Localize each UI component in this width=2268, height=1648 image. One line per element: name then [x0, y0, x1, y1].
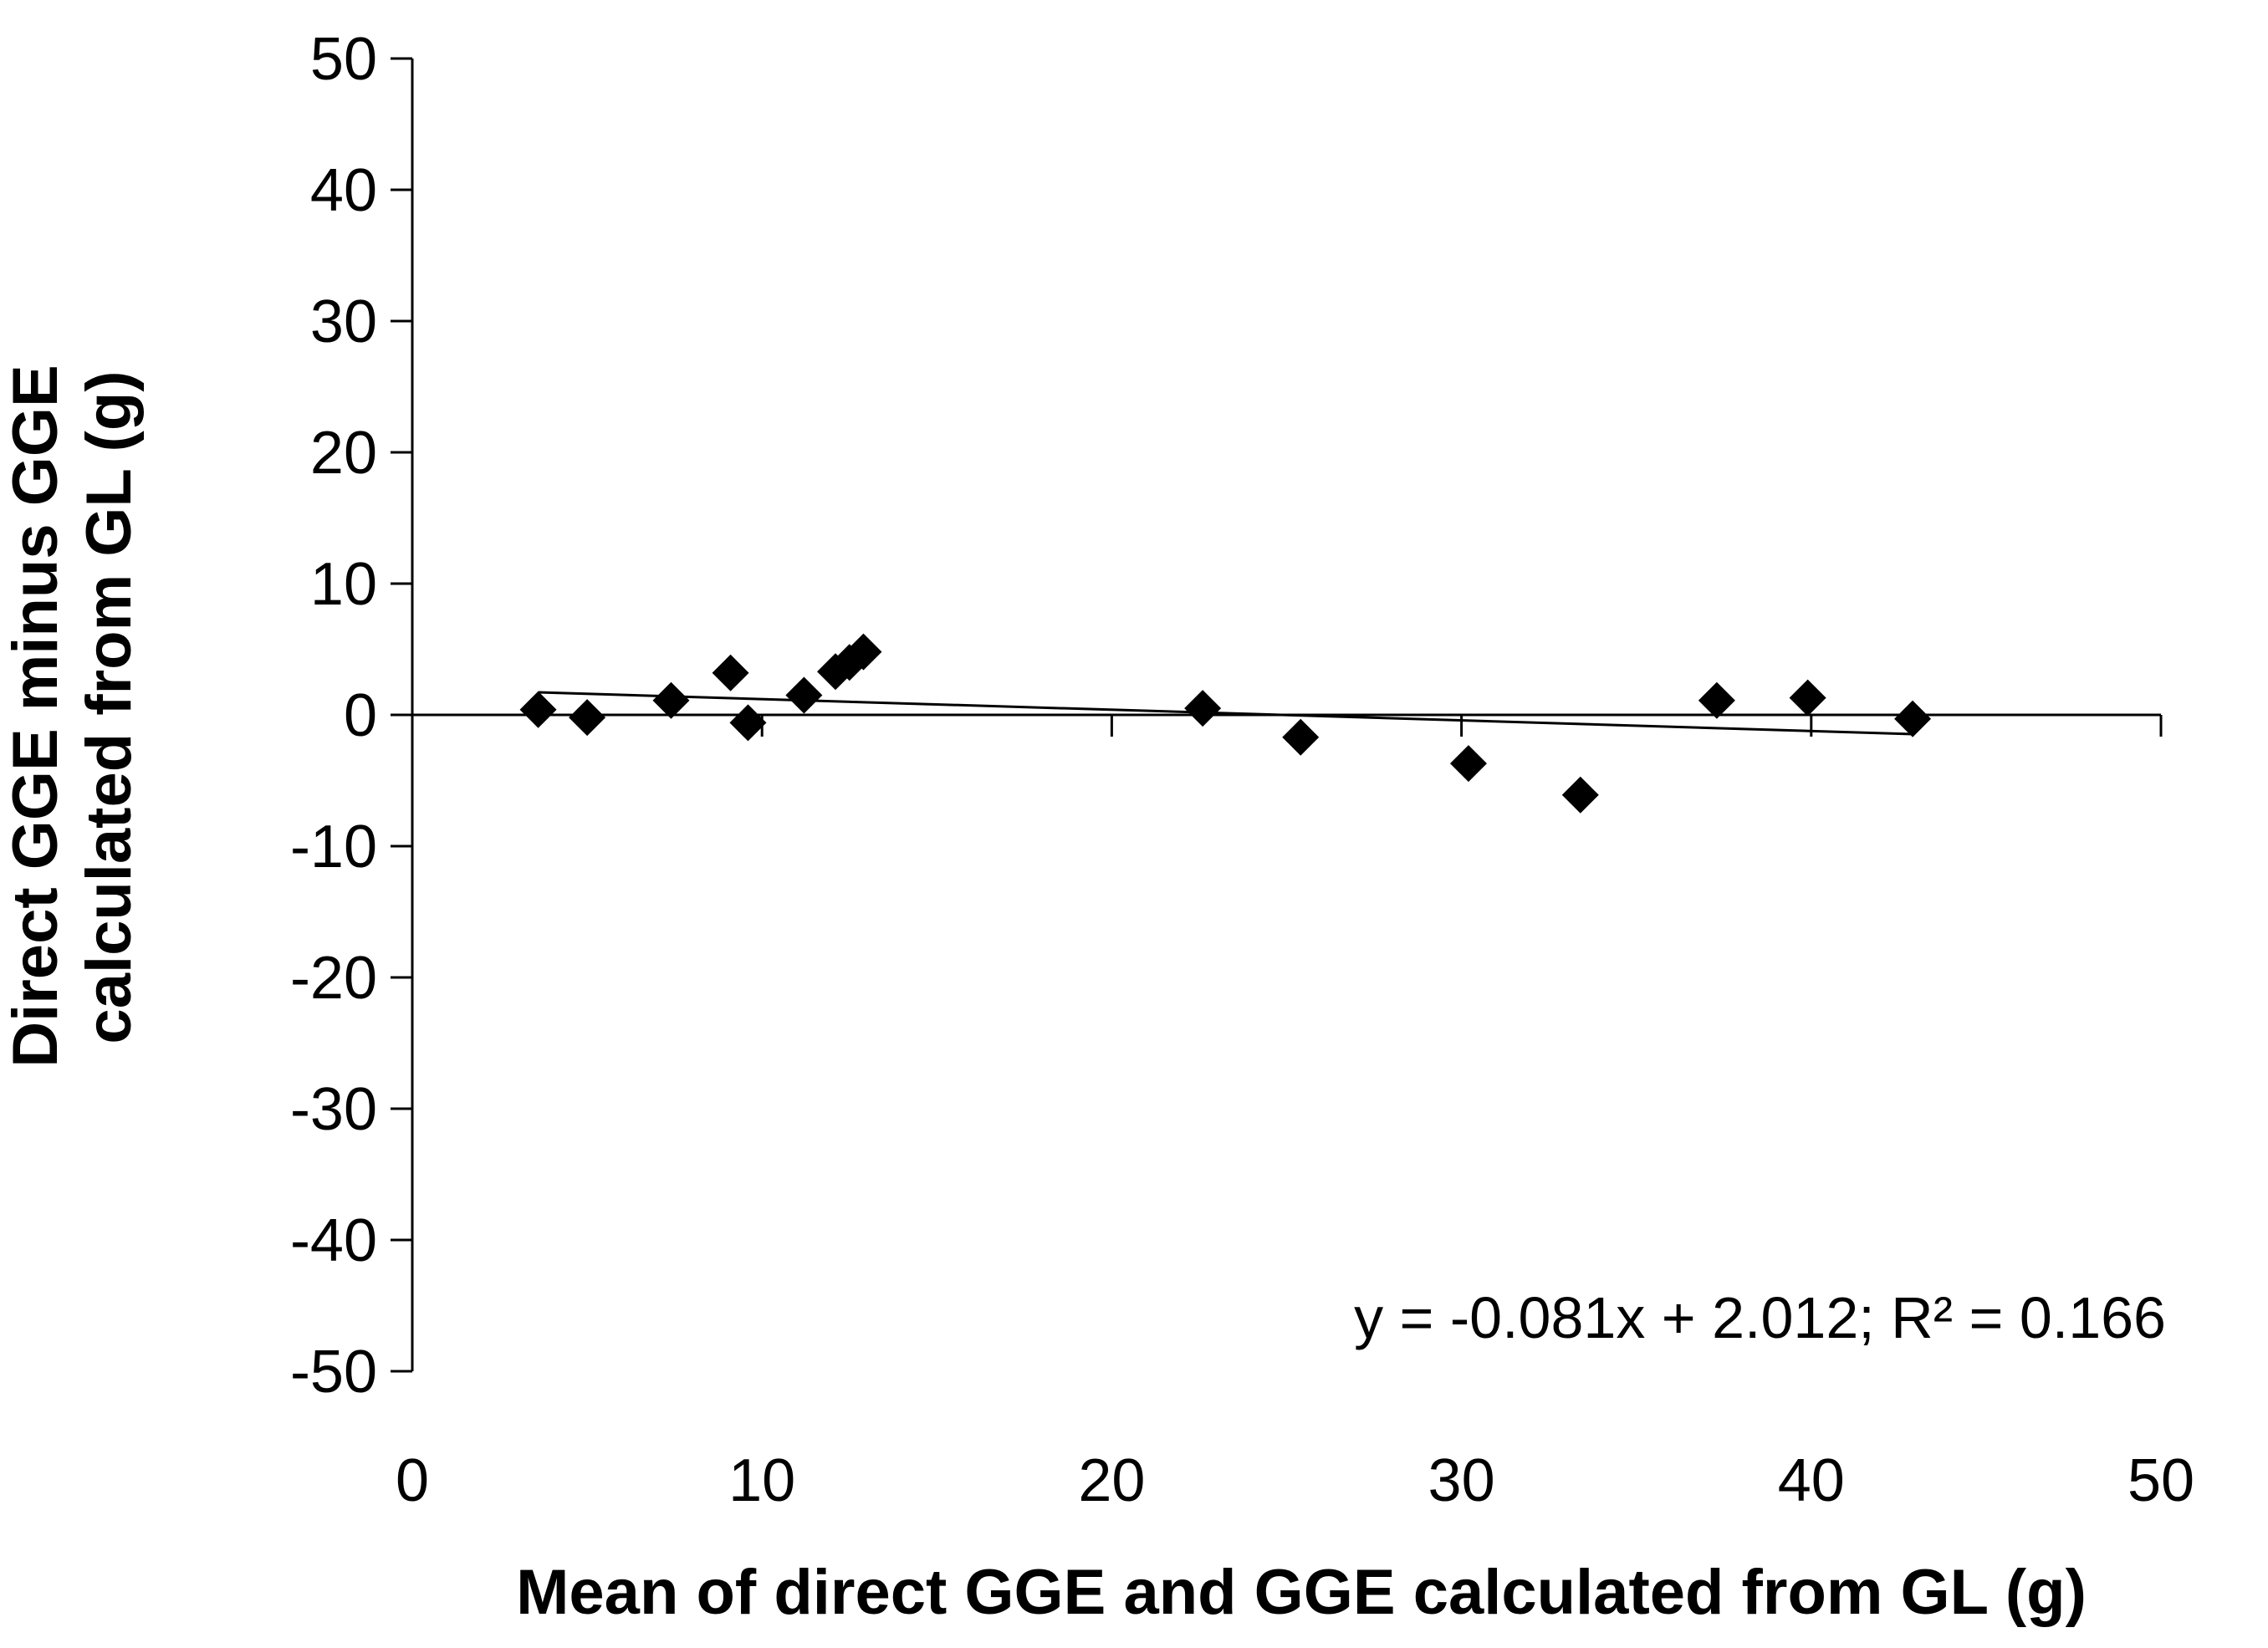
x-tick-label: 40	[1778, 1447, 1845, 1514]
x-axis-title: Mean of direct GGE and GGE calculated fr…	[516, 1557, 2087, 1628]
data-point	[729, 704, 767, 742]
y-tick-label: -30	[290, 1076, 377, 1143]
y-tick-label: 40	[310, 157, 377, 224]
data-point	[519, 691, 557, 728]
points-layer	[519, 633, 1932, 814]
y-axis-title-line-2: calculated from GL (g)	[74, 370, 145, 1043]
data-point	[1449, 745, 1487, 783]
data-point	[1789, 679, 1826, 717]
data-point	[785, 676, 823, 714]
y-tick-label: -20	[290, 945, 377, 1012]
data-point	[1894, 700, 1932, 737]
data-point	[1282, 718, 1320, 756]
data-point	[1184, 690, 1222, 727]
y-tick-label: 10	[310, 551, 377, 618]
data-point	[652, 681, 690, 719]
x-tick-label: 0	[396, 1447, 429, 1514]
x-tick-label: 10	[728, 1447, 795, 1514]
x-tick-label: 30	[1428, 1447, 1495, 1514]
data-point	[712, 654, 749, 691]
data-point	[1561, 776, 1599, 814]
trendline	[538, 691, 1913, 736]
y-axis-title: Direct GGE minus GGE calculated from GL …	[0, 347, 145, 1068]
y-tick-label: -40	[290, 1207, 377, 1274]
axes-layer: 50 40 30 20 10 0 -10 -20 -30 -40 -50 0 10 20 30 40 50	[290, 26, 2194, 1514]
x-tick-label: 50	[2128, 1447, 2194, 1514]
data-point	[569, 699, 606, 737]
y-tick-label: -50	[290, 1339, 377, 1406]
y-tick-label: 20	[310, 420, 377, 487]
y-axis-title-line-1: Direct GGE minus GGE	[0, 365, 71, 1067]
regression-equation-annotation: y = -0.081x + 2.012; R² = 0.166	[1354, 1285, 2166, 1350]
trendline-layer	[538, 691, 1913, 736]
data-point	[845, 633, 882, 671]
data-point	[1698, 681, 1735, 719]
y-tick-label: 30	[310, 288, 377, 355]
y-tick-label: 0	[344, 682, 377, 749]
y-tick-label: -10	[290, 814, 377, 880]
y-tick-label: 50	[310, 26, 377, 93]
x-tick-label: 20	[1078, 1447, 1145, 1514]
